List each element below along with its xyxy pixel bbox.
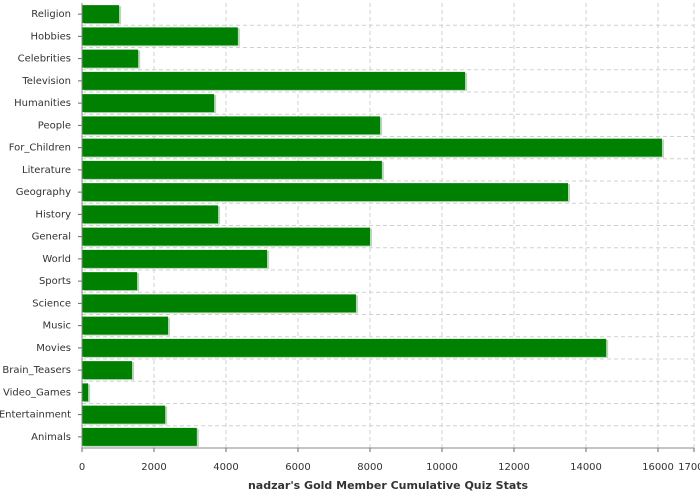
bar [82,27,238,46]
y-tick-label: Humanities [14,98,71,109]
y-tick-label: General [32,232,71,243]
bar [82,94,215,113]
y-tick-label: Sports [39,276,71,287]
y-tick-label: Entertainment [0,410,71,421]
y-tick-label: Brain_Teasers [2,365,71,376]
x-tick-label: 8000 [357,462,382,473]
y-tick-label: Science [32,298,71,309]
y-tick-label: Celebrities [18,54,71,65]
bar [82,71,466,90]
x-tick-label: 12000 [498,462,530,473]
y-tick-label: People [38,120,71,131]
y-tick-label: Literature [22,165,71,176]
y-tick-label: Music [43,321,71,332]
y-tick-label: Video_Games [3,387,71,398]
bar [82,249,268,268]
x-tick-label: 2000 [141,462,166,473]
x-axis-label: nadzar's Gold Member Cumulative Quiz Sta… [248,479,529,492]
bar [82,294,356,313]
bar [82,160,382,179]
x-tick-label: 17000 [678,462,700,473]
bar [82,138,662,157]
y-tick-label: Animals [31,432,71,443]
y-tick-label: Hobbies [31,31,71,42]
bar [82,338,607,357]
bar [82,316,169,335]
bar [82,361,133,380]
x-tick-label: 4000 [213,462,238,473]
y-tick-label: Movies [36,343,71,354]
bar [82,405,166,424]
x-tick-label: 0 [79,462,85,473]
bar [82,5,120,24]
y-tick-label: History [35,209,71,220]
bar [82,427,197,446]
x-tick-label: 10000 [426,462,458,473]
bar [82,383,89,402]
y-tick-label: Religion [31,9,71,20]
x-tick-label: 16000 [642,462,674,473]
y-tick-label: World [42,254,71,265]
bar [82,183,568,202]
x-tick-label: 6000 [285,462,310,473]
bar [82,205,219,224]
bar [82,272,138,291]
bar [82,116,381,135]
x-tick-label: 14000 [570,462,602,473]
y-tick-label: Geography [16,187,71,198]
y-tick-label: Television [21,76,71,87]
bar [82,49,139,68]
y-tick-label: For_Children [9,143,71,154]
bar [82,227,370,246]
